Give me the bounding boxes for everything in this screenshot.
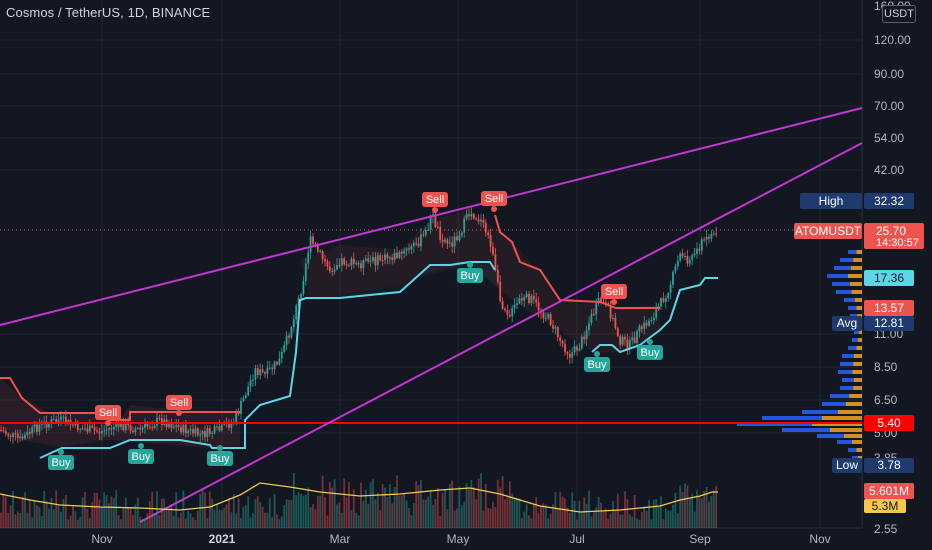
svg-text:3.78: 3.78 — [877, 458, 901, 472]
volume-value-label: 5.601M — [864, 483, 914, 499]
svg-text:5.3M: 5.3M — [872, 499, 899, 513]
supertrend-fill — [0, 210, 660, 448]
buy-signal[interactable]: Buy — [637, 339, 663, 360]
svg-text:32.32: 32.32 — [874, 194, 904, 208]
svg-text:Buy: Buy — [132, 451, 151, 463]
svg-text:Buy: Buy — [211, 453, 230, 465]
grid — [0, 0, 862, 528]
svg-text:Low: Low — [836, 458, 858, 472]
volume-ma-line — [0, 482, 718, 513]
buy-signal[interactable]: Buy — [48, 449, 74, 470]
volume-bars — [0, 473, 718, 528]
avg-label: Avg 12.81 — [832, 316, 914, 331]
svg-text:25.70: 25.70 — [876, 224, 906, 238]
sell-signal[interactable]: Sell — [481, 191, 507, 212]
buy-signal[interactable]: Buy — [128, 443, 154, 464]
time-tick: May — [447, 532, 470, 546]
sell-signal[interactable]: Sell — [601, 284, 627, 305]
svg-text:Avg: Avg — [837, 316, 857, 330]
time-tick: 2021 — [209, 532, 236, 546]
volume-profile — [737, 250, 862, 460]
support-price-label: 17.36 — [864, 270, 914, 286]
price-tick: 90.00 — [874, 67, 904, 81]
svg-text:14:30:57: 14:30:57 — [876, 237, 919, 249]
upper-trendline[interactable] — [0, 107, 863, 326]
buy-signal[interactable]: Buy — [207, 445, 233, 466]
svg-text:17.36: 17.36 — [874, 271, 904, 285]
buy-signal[interactable]: Buy — [457, 262, 483, 283]
level-price-label: 5.40 — [864, 415, 914, 431]
chart-title: Cosmos / TetherUS, 1D, BINANCE — [6, 5, 211, 20]
sell-signal[interactable]: Sell — [422, 192, 448, 213]
time-tick: Mar — [330, 532, 351, 546]
high-label: High 32.32 — [800, 193, 914, 209]
price-tick: 42.00 — [874, 163, 904, 177]
candlesticks — [0, 207, 718, 444]
volume-ma-label: 5.3M — [864, 499, 906, 513]
svg-text:High: High — [819, 194, 844, 208]
svg-text:Sell: Sell — [99, 407, 117, 419]
price-tick: 8.50 — [874, 360, 898, 374]
support-trail-2 — [591, 277, 718, 354]
price-tick: 2.55 — [874, 522, 898, 536]
sell-signal[interactable]: Sell — [95, 405, 121, 426]
svg-text:Sell: Sell — [426, 194, 444, 206]
svg-text:Buy: Buy — [588, 359, 607, 371]
price-tick: 70.00 — [874, 99, 904, 113]
time-tick: Nov — [809, 532, 830, 546]
time-tick: Nov — [91, 532, 112, 546]
svg-text:Buy: Buy — [461, 270, 480, 282]
currency-button[interactable]: USDT — [882, 5, 916, 23]
svg-text:5.601M: 5.601M — [869, 484, 909, 498]
price-tick: 6.50 — [874, 393, 898, 407]
low-label: Low 3.78 — [832, 458, 914, 473]
svg-text:ATOMUSDT: ATOMUSDT — [795, 224, 862, 238]
buy-signal[interactable]: Buy — [584, 351, 610, 372]
svg-text:5.40: 5.40 — [877, 416, 901, 430]
sell-signal[interactable]: Sell — [166, 395, 192, 416]
svg-text:12.81: 12.81 — [874, 316, 904, 330]
time-axis[interactable]: Nov 2021 Mar May Jul Sep Nov — [91, 532, 830, 546]
support-trail-1 — [39, 261, 496, 459]
svg-text:Sell: Sell — [485, 193, 503, 205]
resistance-trail-2 — [494, 214, 660, 309]
svg-text:Buy: Buy — [641, 347, 660, 359]
svg-text:Sell: Sell — [170, 397, 188, 409]
symbol-price-label: ATOMUSDT 25.70 14:30:57 — [794, 223, 924, 249]
price-tick: 120.00 — [874, 33, 911, 47]
svg-text:Buy: Buy — [52, 457, 71, 469]
svg-text:13.57: 13.57 — [874, 301, 904, 315]
price-tick: 54.00 — [874, 131, 904, 145]
time-tick: Jul — [569, 532, 584, 546]
resistance-price-label: 13.57 — [864, 300, 914, 316]
lower-trendline[interactable] — [139, 142, 863, 523]
time-tick: Sep — [689, 532, 711, 546]
svg-text:Sell: Sell — [605, 286, 623, 298]
